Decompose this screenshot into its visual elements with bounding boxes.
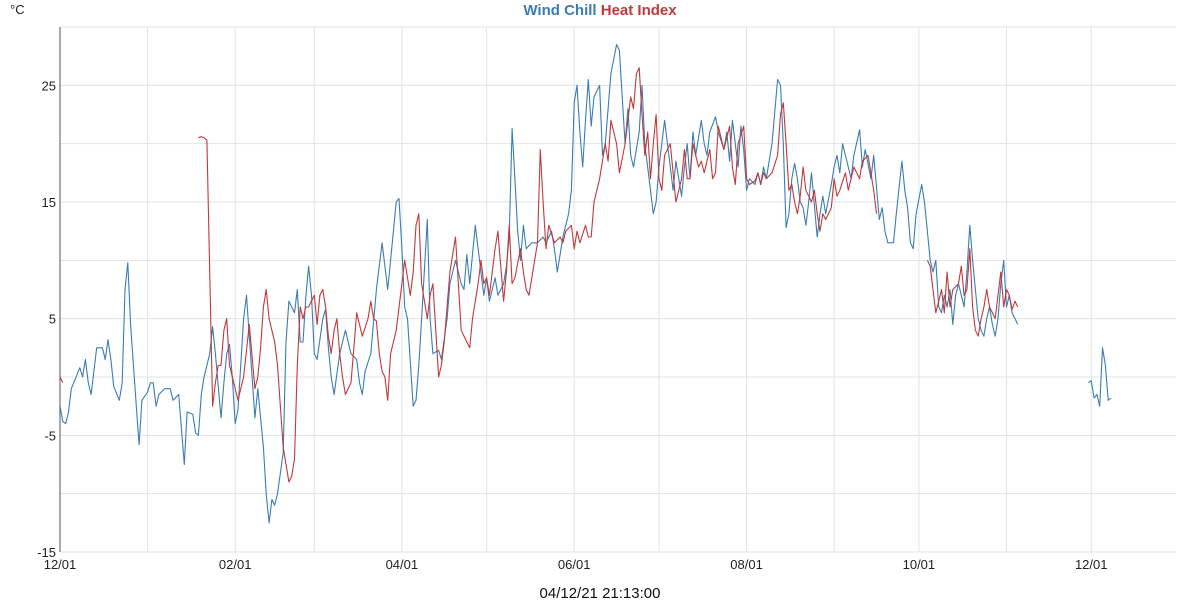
y-tick-label: 15 xyxy=(42,195,56,210)
x-tick-label: 08/01 xyxy=(730,557,763,572)
y-tick-label: -15 xyxy=(37,545,56,560)
y-tick-label: 25 xyxy=(42,78,56,93)
title-heat-index: Heat Index xyxy=(601,2,678,19)
x-tick-label: 06/01 xyxy=(558,557,591,572)
series-wind-chill xyxy=(59,43,1112,524)
chart-title: Wind Chill Heat Index xyxy=(523,2,677,19)
x-tick-label: 02/01 xyxy=(219,557,252,572)
y-axis: -15 -5 5 15 25 xyxy=(37,78,56,560)
timestamp: 04/12/21 21:13:00 xyxy=(540,585,661,600)
wind-chill-line xyxy=(1088,347,1112,407)
series-lines xyxy=(59,43,1112,524)
x-tick-label: 12/01 xyxy=(44,557,77,572)
wind-chill-line xyxy=(59,43,1019,524)
y-tick-label: 5 xyxy=(49,312,56,327)
heat-index-line xyxy=(198,67,878,483)
x-tick-label: 10/01 xyxy=(903,557,936,572)
title-wind-chill: Wind Chill xyxy=(523,2,596,19)
heat-index-line xyxy=(926,248,1019,337)
x-axis: 12/01 02/01 04/01 06/01 08/01 10/01 12/01 xyxy=(44,557,1108,572)
x-tick-label: 04/01 xyxy=(386,557,419,572)
y-unit-label: °C xyxy=(10,2,25,17)
series-heat-index xyxy=(59,67,1019,483)
grid xyxy=(59,26,1176,553)
x-tick-label: 12/01 xyxy=(1075,557,1108,572)
y-tick-label: -5 xyxy=(44,428,56,443)
